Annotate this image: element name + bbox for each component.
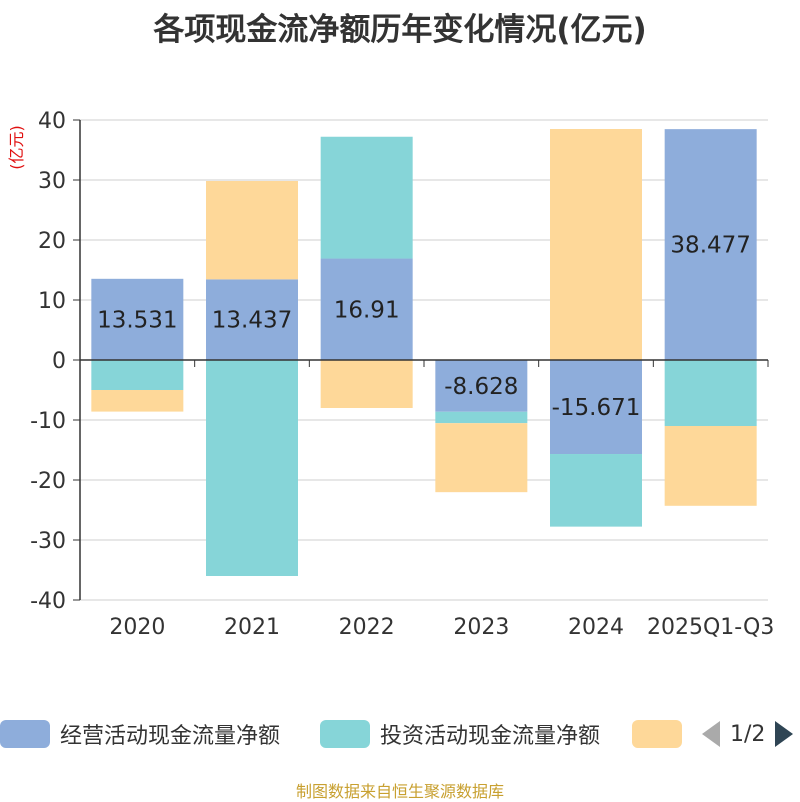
data-label-operating: 13.437 (212, 308, 292, 334)
data-label-operating: 16.91 (334, 297, 400, 323)
x-tick-label: 2025Q1-Q3 (647, 615, 774, 640)
x-tick-label: 2022 (339, 615, 395, 640)
x-tick-label: 2021 (224, 615, 280, 640)
bar-operating-2023[interactable] (435, 360, 528, 412)
bar-investing-2022[interactable] (320, 136, 413, 259)
legend-item-investing[interactable]: 投资活动现金流量净额 (320, 716, 600, 752)
y-tick-label: -40 (30, 589, 66, 614)
bar-investing-2020[interactable] (91, 360, 184, 390)
legend-item-financing[interactable] (632, 716, 682, 752)
legend-swatch-investing (320, 720, 370, 748)
y-tick-label: 20 (38, 229, 66, 254)
y-tick-label: 0 (52, 349, 66, 374)
y-tick-label: 40 (38, 109, 66, 134)
data-label-operating: 38.477 (670, 233, 750, 259)
bar-financing-2025Q1-Q3[interactable] (664, 426, 757, 506)
bar-financing-2021[interactable] (206, 180, 298, 280)
legend-pager: 1/2 (702, 716, 794, 752)
bar-investing-2025Q1-Q3[interactable] (664, 360, 757, 426)
bar-investing-2023[interactable] (435, 411, 528, 424)
bar-operating-2021[interactable] (206, 279, 298, 360)
legend-item-operating[interactable]: 经营活动现金流量净额 (0, 716, 280, 752)
legend-prev-page-icon[interactable] (702, 721, 720, 747)
y-tick-label: 10 (38, 289, 66, 314)
legend-label-operating: 经营活动现金流量净额 (60, 724, 281, 749)
bar-investing-2024[interactable] (550, 454, 642, 527)
bar-operating-2020[interactable] (91, 278, 184, 360)
legend-label-investing: 投资活动现金流量净额 (380, 724, 601, 749)
data-label-operating: 13.531 (97, 307, 177, 333)
bar-investing-2021[interactable] (206, 360, 298, 576)
y-axis-title: (亿元) (7, 125, 26, 170)
bar-operating-2025Q1-Q3[interactable] (664, 129, 757, 360)
x-tick-label: 2020 (109, 615, 165, 640)
y-tick-label: -10 (30, 409, 66, 434)
legend: 经营活动现金流量净额 投资活动现金流量净额 1/2 (0, 716, 800, 752)
x-tick-label: 2023 (453, 615, 509, 640)
bar-financing-2020[interactable] (91, 390, 184, 412)
y-tick-label: 30 (38, 169, 66, 194)
source-footer: 制图数据来自恒生聚源数据库 (295, 782, 504, 801)
data-label-operating: -8.628 (444, 374, 518, 400)
chart-title: 各项现金流净额历年变化情况(亿元) (153, 12, 647, 48)
bar-financing-2023[interactable] (435, 423, 528, 493)
x-tick-label: 2024 (568, 615, 624, 640)
legend-next-page-icon[interactable] (775, 721, 794, 747)
data-label-operating: -15.671 (552, 395, 641, 421)
bar-financing-2022[interactable] (320, 360, 413, 408)
bar-operating-2024[interactable] (550, 360, 642, 455)
bar-operating-2022[interactable] (320, 258, 413, 360)
legend-swatch-financing (632, 720, 682, 748)
legend-swatch-operating (0, 720, 50, 748)
y-tick-label: -30 (30, 529, 66, 554)
y-tick-label: -20 (30, 469, 66, 494)
legend-page-indicator: 1/2 (730, 721, 766, 747)
bar-financing-2024[interactable] (550, 129, 642, 360)
